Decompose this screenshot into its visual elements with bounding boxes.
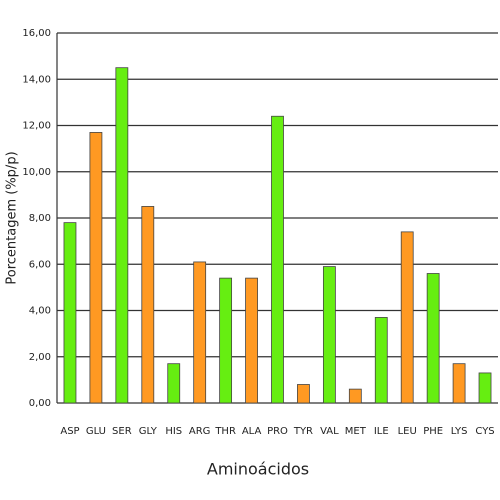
y-tick-label: 0,00 xyxy=(29,398,51,409)
bar xyxy=(63,222,77,404)
bar xyxy=(322,266,336,404)
bar xyxy=(219,277,233,404)
x-tick-label: THR xyxy=(214,426,236,437)
x-tick-label: CYS xyxy=(475,426,494,437)
bar xyxy=(374,317,388,404)
bar xyxy=(141,206,155,404)
y-tick-label: 10,00 xyxy=(22,167,51,178)
bar xyxy=(271,115,284,404)
y-axis-title: Porcentagem (%p/p) xyxy=(5,151,20,284)
bar xyxy=(426,273,440,404)
x-tick-label: ARG xyxy=(189,426,211,437)
x-tick-label: MET xyxy=(345,426,367,437)
bar xyxy=(452,363,466,404)
y-tick-label: 12,00 xyxy=(22,121,51,132)
x-tick-label: PHE xyxy=(423,426,443,437)
y-tick-label: 8,00 xyxy=(29,213,51,224)
bar xyxy=(297,384,310,404)
x-tick-label: GLU xyxy=(86,426,106,437)
x-axis-title: Aminoácidos xyxy=(207,460,309,479)
x-tick-label: ILE xyxy=(374,426,389,437)
x-tick-label: ALA xyxy=(242,426,262,437)
bar xyxy=(400,231,414,404)
bar xyxy=(245,277,258,404)
x-tick-label: GLY xyxy=(139,426,158,437)
bar xyxy=(193,261,207,404)
x-tick-label: LYS xyxy=(451,426,468,437)
y-tick-label: 16,00 xyxy=(22,28,51,39)
x-tick-label: TYR xyxy=(293,426,313,437)
x-tick-label: SER xyxy=(112,426,132,437)
x-tick-label: LEU xyxy=(398,426,417,437)
bar xyxy=(348,388,362,404)
y-tick-label: 2,00 xyxy=(29,352,51,363)
bar xyxy=(89,132,103,404)
y-tick-label: 6,00 xyxy=(29,259,51,270)
x-tick-label: HIS xyxy=(165,426,182,437)
x-tick-label: VAL xyxy=(320,426,339,437)
y-tick-label: 14,00 xyxy=(22,74,51,85)
y-tick-label: 4,00 xyxy=(29,306,51,317)
bar xyxy=(478,372,492,404)
x-tick-label: PRO xyxy=(267,426,288,437)
bar xyxy=(115,67,129,404)
x-tick-label: ASP xyxy=(60,426,79,437)
bar xyxy=(167,363,181,404)
